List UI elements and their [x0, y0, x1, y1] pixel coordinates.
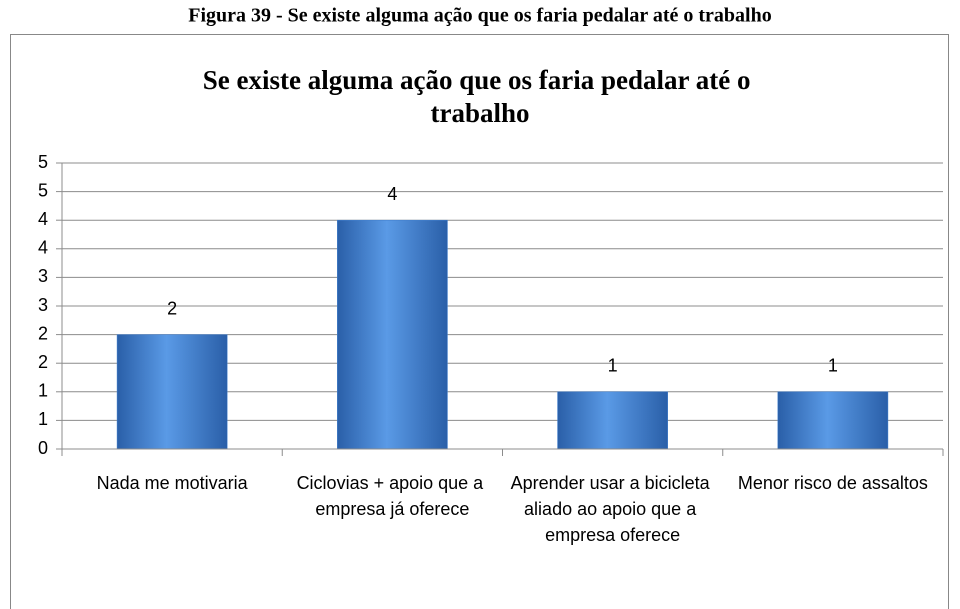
- y-tick-label: 2: [38, 352, 48, 372]
- y-tick-label: 5: [38, 152, 48, 172]
- x-tick-label: Menor risco de assaltos: [738, 473, 928, 493]
- data-label: 4: [387, 184, 397, 204]
- y-tick-label: 0: [38, 438, 48, 458]
- figure-caption: Figura 39 - Se existe alguma ação que os…: [188, 5, 771, 27]
- y-tick-label: 1: [38, 381, 48, 401]
- chart-frame: [10, 34, 949, 609]
- y-tick-label: 3: [38, 266, 48, 286]
- bar: [337, 219, 448, 450]
- data-label: 2: [167, 298, 177, 318]
- x-tick-label: Nada me motivaria: [97, 473, 249, 493]
- bar: [557, 391, 668, 450]
- chart-title: Se existe alguma ação que os faria pedal…: [203, 65, 757, 128]
- y-tick-label: 2: [38, 323, 48, 343]
- y-tick-label: 4: [38, 209, 48, 229]
- y-tick-label: 5: [38, 180, 48, 200]
- data-label: 1: [828, 356, 838, 376]
- y-tick-label: 3: [38, 295, 48, 315]
- data-label: 1: [608, 356, 618, 376]
- x-tick-label: Ciclovias + apoio que a empresa já ofere…: [297, 473, 489, 519]
- bar: [116, 334, 228, 450]
- x-tick-label: Aprender usar a bicicleta aliado ao apoi…: [511, 473, 715, 545]
- bar: [777, 391, 889, 450]
- y-tick-label: 1: [38, 409, 48, 429]
- y-tick-label: 4: [38, 238, 48, 258]
